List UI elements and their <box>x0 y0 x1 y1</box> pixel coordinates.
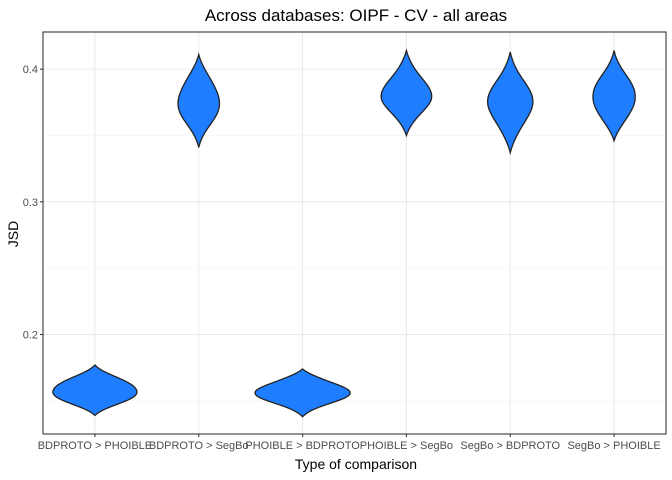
x-tick-label: SegBo > PHOIBLE <box>567 440 660 452</box>
x-tick-label: PHOIBLE > SegBo <box>360 440 453 452</box>
y-tick-label: 0.4 <box>23 64 38 76</box>
violin-3 <box>254 368 351 418</box>
panel-border <box>42 31 667 435</box>
violin-6 <box>592 50 636 143</box>
violin-series <box>52 48 636 418</box>
x-tick-label: BDPROTO > PHOIBLE <box>38 440 152 452</box>
chart-title: Across databases: OIPF - CV - all areas <box>205 6 507 25</box>
x-axis-title: Type of comparison <box>295 456 417 472</box>
x-tick-label: SegBo > BDPROTO <box>460 440 560 452</box>
x-tick-label: BDPROTO > SegBo <box>149 440 249 452</box>
violin-4 <box>380 48 433 138</box>
y-tick-label: 0.3 <box>23 197 38 209</box>
violin-5 <box>486 51 534 156</box>
violin-1 <box>52 364 138 417</box>
x-tick-label: PHOIBLE > BDPROTO <box>245 440 360 452</box>
y-axis: 0.2 0.3 0.4 <box>23 64 43 341</box>
grid-lines <box>43 32 666 434</box>
violin-2 <box>177 52 221 148</box>
y-tick-label: 0.2 <box>23 329 38 341</box>
y-axis-title: JSD <box>5 221 21 247</box>
